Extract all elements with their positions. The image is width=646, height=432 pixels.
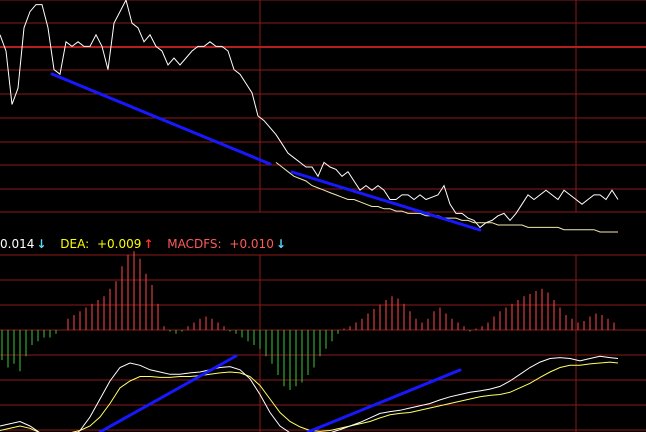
moving-average-line [275,162,618,233]
indicator-legend: 0.014 ↓ DEA: +0.009 ↑ MACDFS: +0.010 ↓ [0,236,286,252]
macdfs-arrow-down-icon: ↓ [275,237,286,251]
trend-line-macd-1 [98,354,238,432]
macd-arrow-down-icon: ↓ [36,237,47,251]
macdfs-value: +0.010 [229,237,274,251]
diff-line [0,355,619,432]
dea-arrow-up-icon: ↑ [143,237,154,251]
macd-lines-panel [0,355,619,432]
dea-label: DEA: [60,237,90,251]
trend-lines [50,72,482,432]
price-line [0,0,619,229]
trend-line-macd-2 [306,368,462,432]
macdfs-label: MACDFS: [167,237,222,251]
macd-histogram-panel [1,251,615,390]
trend-line-price-2 [290,170,482,232]
dea-line [0,361,619,432]
macd-value: 0.014 [0,237,35,251]
trend-line-price-1 [50,72,272,166]
dea-value: +0.009 [96,237,142,251]
price-panel [0,0,619,233]
